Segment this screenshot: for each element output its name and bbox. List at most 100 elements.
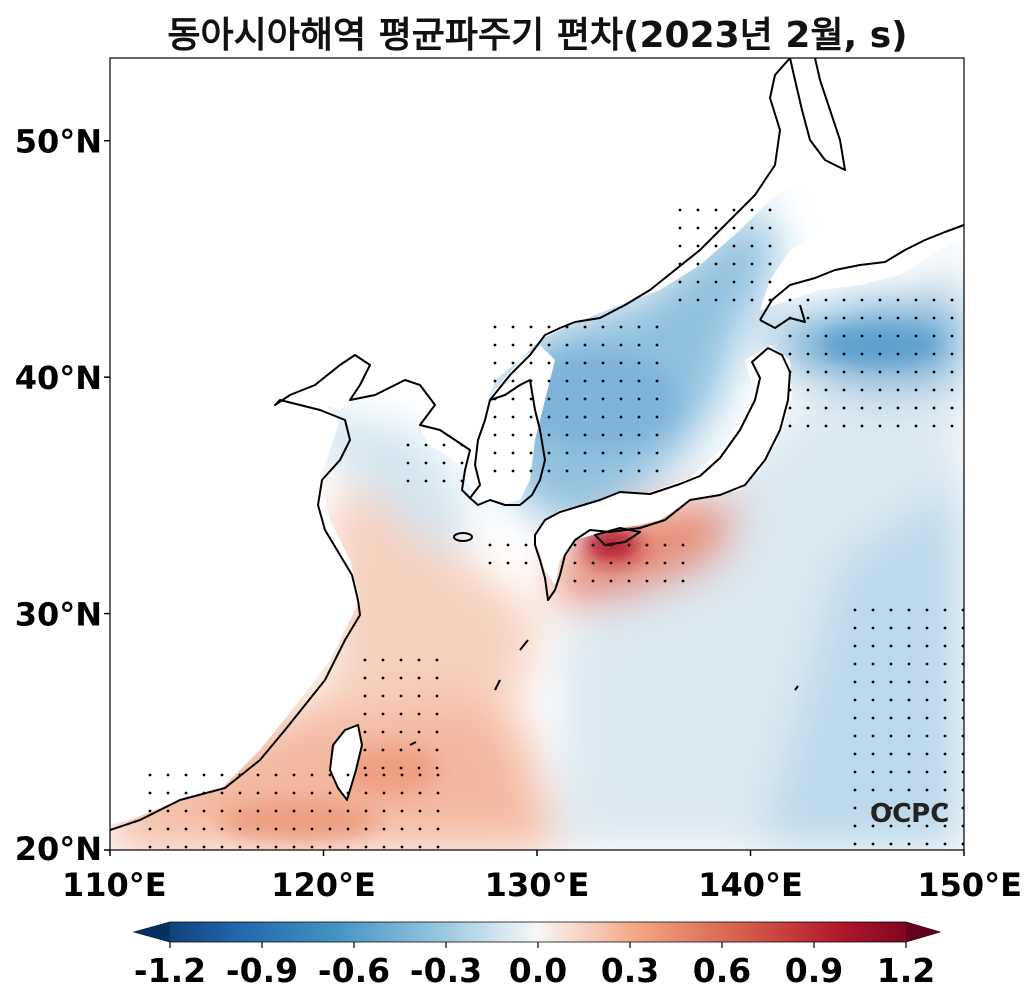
stipple-dot: [424, 479, 428, 483]
colorbar-tick-label: -0.6: [318, 951, 390, 990]
stipple-dot: [681, 579, 685, 583]
stipple-dot: [925, 716, 929, 720]
stipple-dot: [950, 406, 954, 410]
stipple-dot: [914, 352, 918, 356]
stipple-dot: [511, 325, 515, 329]
stipple-dot: [714, 262, 718, 266]
stipple-dot: [399, 730, 403, 734]
y-tick-label: 50°N: [15, 123, 102, 161]
stipple-dot: [184, 845, 188, 849]
stipple-dot: [907, 842, 911, 846]
stipple-dot: [860, 406, 864, 410]
stipple-dot: [399, 676, 403, 680]
stipple-dot: [842, 370, 846, 374]
stipple-dot: [842, 334, 846, 338]
stipple-dot: [363, 694, 367, 698]
stipple-dot: [678, 208, 682, 212]
stipple-dot: [364, 845, 368, 849]
stipple-dot: [907, 788, 911, 792]
stipple-dot: [418, 809, 422, 813]
colorbar-tick-label: -0.3: [410, 951, 482, 990]
stipple-dot: [925, 608, 929, 612]
stipple-dot: [601, 361, 605, 365]
stipple-dot: [943, 680, 947, 684]
stipple-dot: [645, 543, 649, 547]
stipple-dot: [637, 415, 641, 419]
stipple-dot: [655, 325, 659, 329]
stipple-dot: [907, 680, 911, 684]
stipple-dot: [202, 773, 206, 777]
stipple-dot: [238, 791, 242, 795]
stipple-dot: [493, 379, 497, 383]
stipple-dot: [220, 773, 224, 777]
stipple-dot: [524, 561, 528, 565]
stipple-dot: [493, 469, 497, 473]
stipple-dot: [565, 397, 569, 401]
stipple-dot: [732, 226, 736, 230]
stipple-dot: [364, 809, 368, 813]
stipple-dot: [842, 388, 846, 392]
stipple-dot: [417, 748, 421, 752]
wave-period-anomaly-field: [110, 200, 964, 850]
stipple-dot: [256, 809, 260, 813]
stipple-dot: [547, 415, 551, 419]
stipple-dot: [914, 424, 918, 428]
stipple-dot: [435, 766, 439, 770]
stipple-dot: [511, 433, 515, 437]
stipple-dot: [406, 461, 410, 465]
stipple-dot: [573, 561, 577, 565]
stipple-dot: [824, 298, 828, 302]
stipple-dot: [950, 370, 954, 374]
stipple-dot: [256, 791, 260, 795]
stipple-dot: [824, 388, 828, 392]
stipple-dot: [436, 773, 440, 777]
stipple-dot: [381, 676, 385, 680]
stipple-dot: [274, 827, 278, 831]
stipple-dot: [511, 343, 515, 347]
colorbar-tick-label: 0.3: [601, 951, 659, 990]
stipple-dot: [932, 370, 936, 374]
stipple-dot: [601, 397, 605, 401]
stipple-dot: [619, 343, 623, 347]
stipple-dot: [619, 325, 623, 329]
colorbar-ticks: -1.2 -0.9 -0.6 -0.3 0.0 0.3 0.6 0.9 1.2: [134, 942, 935, 990]
stipple-dot: [399, 694, 403, 698]
stipple-dot: [256, 845, 260, 849]
stipple-dot: [184, 791, 188, 795]
x-tick-label: 110°E: [62, 866, 167, 904]
stipple-dot: [943, 626, 947, 630]
x-tick-label: 130°E: [485, 866, 590, 904]
stipple-dot: [148, 773, 152, 777]
stipple-dot: [943, 752, 947, 756]
stipple-dot: [238, 809, 242, 813]
stipple-dot: [381, 766, 385, 770]
stipple-dot: [382, 827, 386, 831]
stipple-dot: [806, 334, 810, 338]
stipple-dot: [148, 827, 152, 831]
stipple-dot: [932, 406, 936, 410]
stipple-dot: [714, 226, 718, 230]
stipple-dot: [907, 716, 911, 720]
stipple-dot: [950, 334, 954, 338]
stipple-dot: [645, 579, 649, 583]
stipple-dot: [925, 824, 929, 828]
stipple-dot: [493, 451, 497, 455]
stipple-dot: [871, 680, 875, 684]
stipple-dot: [925, 806, 929, 810]
stipple-dot: [573, 543, 577, 547]
stipple-dot: [364, 827, 368, 831]
stipple-dot: [878, 388, 882, 392]
stipple-dot: [655, 433, 659, 437]
stipple-dot: [400, 827, 404, 831]
stipple-dot: [806, 298, 810, 302]
stipple-dot: [436, 845, 440, 849]
stipple-dot: [382, 791, 386, 795]
stipple-dot: [511, 469, 515, 473]
stipple-dot: [364, 791, 368, 795]
stipple-dot: [824, 316, 828, 320]
stipple-dot: [619, 415, 623, 419]
stipple-dot: [732, 298, 736, 302]
stipple-dot: [292, 791, 296, 795]
stipple-dot: [824, 334, 828, 338]
stipple-dot: [871, 608, 875, 612]
